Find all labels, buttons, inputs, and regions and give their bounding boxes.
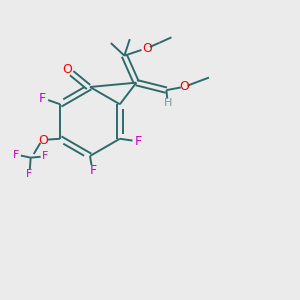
Text: F: F	[39, 92, 46, 105]
Text: O: O	[63, 63, 72, 76]
Text: O: O	[142, 42, 152, 55]
Text: F: F	[89, 164, 97, 177]
Text: O: O	[38, 134, 48, 147]
Text: O: O	[179, 80, 189, 93]
Text: F: F	[135, 135, 142, 148]
Text: F: F	[13, 150, 20, 160]
Text: H: H	[164, 98, 172, 108]
Text: F: F	[42, 151, 48, 161]
Text: F: F	[26, 169, 32, 179]
